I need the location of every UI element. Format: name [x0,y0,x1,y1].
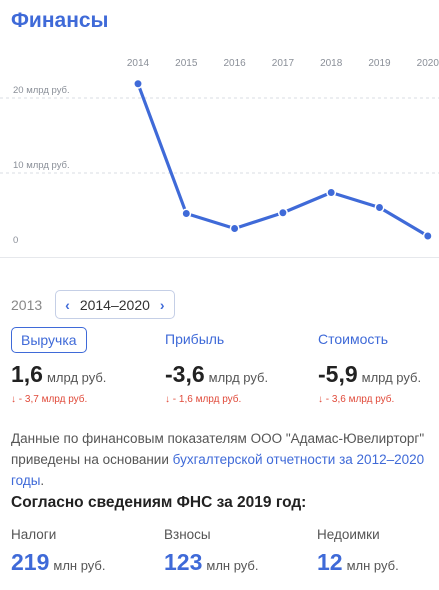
metric-value-cost: Стоимость -5,9 млрд руб. ↓ - 3,6 млрд руб… [318,327,421,405]
fns-taxes: Налоги 219 млн руб. [11,527,105,575]
chart-bottom-axis [0,257,439,258]
metric-unit: млрд руб. [46,370,107,385]
accounting-report-link[interactable]: бухгалтерской отчетности за 2012–2020 го… [11,452,425,488]
revenue-line-chart: 0 10 млрд руб. 20 млрд руб. 2014 2015 2016 201… [0,58,439,246]
x-tick-label: 2020 [417,58,439,69]
y-tick-label: 0 [13,235,18,246]
data-point [133,78,143,89]
tab-cost[interactable]: Стоимость [318,331,389,347]
description-end: . [40,473,45,488]
data-point [277,207,288,218]
financial-description: Данные по финансовым показателям ООО "Ад… [11,428,431,491]
metric-value: 1,6 млрд руб. [11,361,106,388]
chevron-left-icon[interactable]: ‹ [65,296,70,313]
fns-value: 12 млн руб. [317,549,399,576]
metric-profit: Прибыль -3,6 млрд руб. ↓ - 1,6 млрд руб. [165,327,268,405]
fns-unit: млн руб. [206,558,259,573]
y-tick-label: 10 млрд руб. [13,160,70,171]
fns-label: Налоги [11,527,57,542]
x-tick-label: 2018 [320,58,343,69]
fns-number: 123 [164,549,203,575]
x-tick-label: 2019 [368,58,391,69]
fns-value: 219 млн руб. [11,549,105,576]
fns-arrears: Недоимки 12 млн руб. [317,527,399,575]
x-tick-label: 2016 [223,58,246,69]
metric-unit: млрд руб. [208,370,269,385]
metric-number: 1,6 [11,361,43,387]
metric-delta: ↓ - 3,7 млрд руб. [11,394,88,405]
fns-section-title: Согласно сведениям ФНС за 2019 год: [11,494,307,511]
y-tick-label: 20 млрд руб. [13,85,70,96]
metric-value: -5,9 млрд руб. [318,361,421,388]
metric-revenue: Выручка 1,6 млрд руб. ↓ - 3,7 млрд руб. [11,327,106,405]
page-title: Финансы [11,9,109,32]
data-point [326,187,337,198]
data-point [422,231,433,241]
fns-number: 12 [317,549,343,575]
fns-contributions: Взносы 123 млн руб. [164,527,258,575]
data-point [229,223,240,234]
fns-unit: млн руб. [346,558,399,573]
fns-value: 123 млн руб. [164,549,258,576]
metric-unit: млрд руб. [361,370,422,385]
fns-number: 219 [11,549,50,575]
x-tick-label: 2015 [175,58,198,69]
fns-label: Недоимки [317,527,380,542]
metric-delta: ↓ - 1,6 млрд руб. [165,394,242,405]
previous-period-link[interactable]: 2013 [11,296,43,313]
period-switcher: ‹ 2014–2020 › [55,290,175,319]
metric-number: -5,9 [318,361,358,387]
fns-label: Взносы [164,527,211,542]
tab-revenue[interactable]: Выручка [11,327,87,353]
metric-value: -3,6 млрд руб. [165,361,268,388]
metric-delta: ↓ - 3,6 млрд руб. [318,394,395,405]
chevron-right-icon[interactable]: › [159,296,165,313]
metric-number: -3,6 [165,361,205,387]
description-text: Данные по финансовым показателям ООО "Ад… [11,431,425,467]
fns-unit: млн руб. [53,558,106,573]
data-point [374,202,385,213]
tab-profit[interactable]: Прибыль [165,331,225,347]
data-point [181,208,192,219]
current-period: 2014–2020 [79,296,150,313]
period-selector: 2013 ‹ 2014–2020 › [11,290,175,319]
x-tick-label: 2017 [272,58,295,69]
x-tick-label: 2014 [127,58,150,69]
